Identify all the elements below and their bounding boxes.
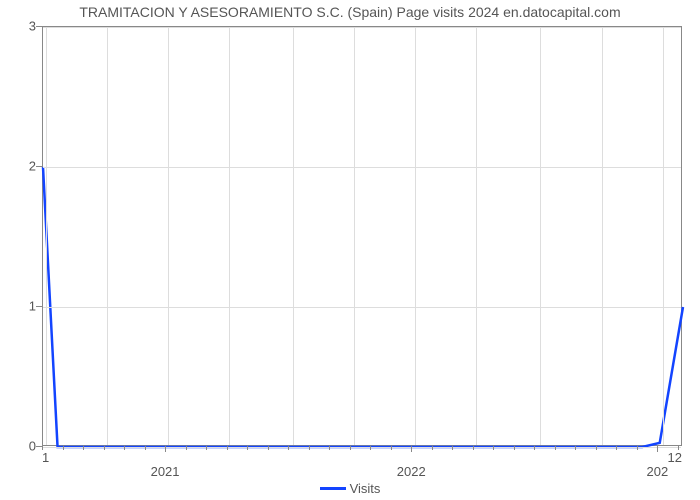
x-minor-tick (268, 446, 269, 450)
grid-line-vertical (46, 27, 47, 445)
grid-line-vertical (168, 27, 169, 445)
x-year-label: 202 (647, 464, 669, 479)
grid-line-vertical (107, 27, 108, 445)
y-tick-label: 3 (6, 19, 36, 34)
x-edge-label: 1 (42, 450, 49, 465)
grid-line-vertical (602, 27, 603, 445)
x-minor-tick (186, 446, 187, 450)
grid-line-horizontal (43, 307, 681, 308)
x-minor-tick (288, 446, 289, 450)
x-minor-tick (145, 446, 146, 450)
x-minor-tick (227, 446, 228, 450)
y-tick-label: 0 (6, 439, 36, 454)
grid-line-vertical (229, 27, 230, 445)
legend-label: Visits (350, 481, 381, 496)
x-minor-tick (104, 446, 105, 450)
data-line (43, 27, 683, 447)
x-minor-tick (534, 446, 535, 450)
legend: Visits (0, 480, 700, 496)
grid-line-vertical (293, 27, 294, 445)
grid-line-horizontal (43, 167, 681, 168)
visits-chart: TRAMITACION Y ASESORAMIENTO S.C. (Spain)… (0, 0, 700, 500)
y-tick-label: 1 (6, 299, 36, 314)
x-minor-tick (514, 446, 515, 450)
x-minor-tick (83, 446, 84, 450)
grid-line-vertical (476, 27, 477, 445)
y-tick (36, 26, 42, 27)
chart-title: TRAMITACION Y ASESORAMIENTO S.C. (Spain)… (0, 4, 700, 20)
x-minor-tick (124, 446, 125, 450)
grid-line-vertical (663, 27, 664, 445)
x-major-tick (165, 446, 166, 452)
x-minor-tick (206, 446, 207, 450)
x-minor-tick (596, 446, 597, 450)
x-minor-tick (575, 446, 576, 450)
x-year-label: 2021 (151, 464, 180, 479)
x-year-label: 2022 (397, 464, 426, 479)
legend-swatch (320, 487, 346, 490)
x-minor-tick (309, 446, 310, 450)
x-minor-tick (452, 446, 453, 450)
x-edge-label: 12 (668, 450, 682, 465)
x-minor-tick (616, 446, 617, 450)
plot-area (42, 26, 682, 446)
x-minor-tick (329, 446, 330, 450)
x-minor-tick (493, 446, 494, 450)
y-tick (36, 306, 42, 307)
x-minor-tick (63, 446, 64, 450)
grid-line-vertical (540, 27, 541, 445)
x-minor-tick (473, 446, 474, 450)
grid-line-vertical (354, 27, 355, 445)
y-tick (36, 166, 42, 167)
x-minor-tick (555, 446, 556, 450)
x-minor-tick (350, 446, 351, 450)
y-tick-label: 2 (6, 159, 36, 174)
x-minor-tick (370, 446, 371, 450)
x-minor-tick (637, 446, 638, 450)
x-minor-tick (432, 446, 433, 450)
x-major-tick (411, 446, 412, 452)
grid-line-horizontal (43, 27, 681, 28)
grid-line-vertical (415, 27, 416, 445)
x-minor-tick (391, 446, 392, 450)
x-major-tick (657, 446, 658, 452)
x-minor-tick (247, 446, 248, 450)
grid-line-horizontal (43, 447, 681, 448)
